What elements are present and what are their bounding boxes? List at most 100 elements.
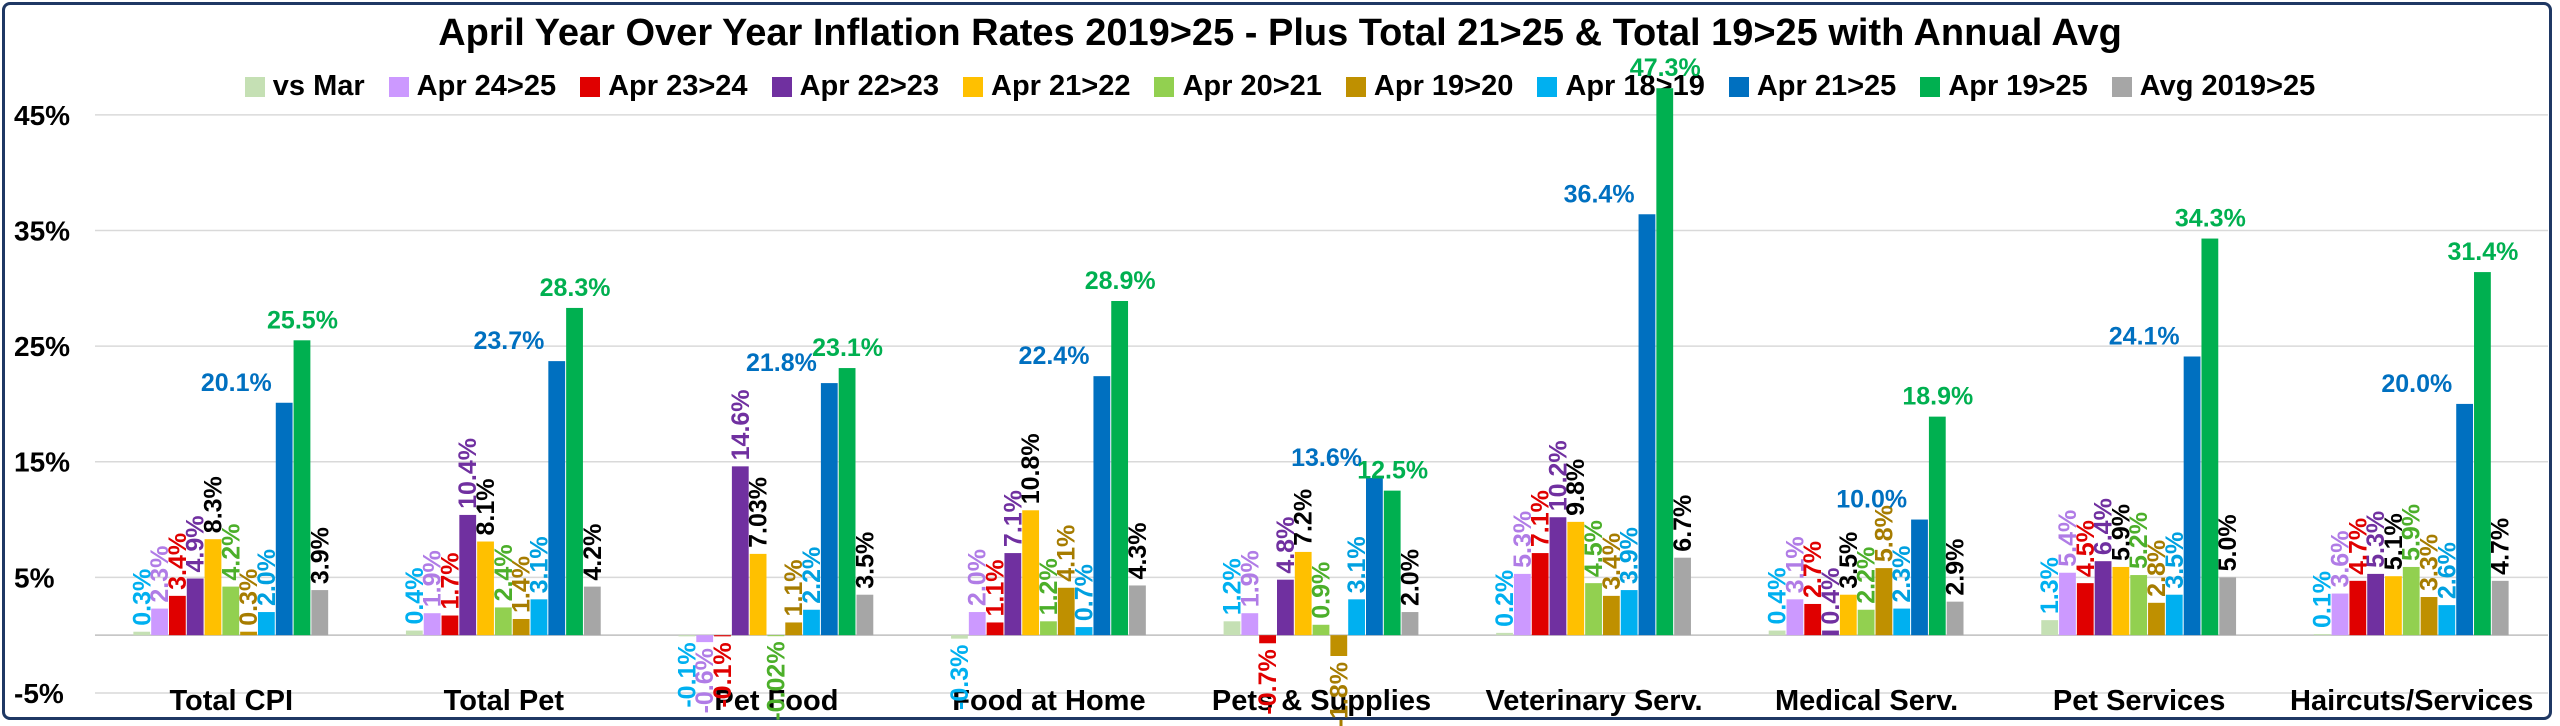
bar: [1022, 510, 1040, 636]
bar: [204, 539, 222, 636]
data-label: 20.1%: [201, 369, 272, 397]
bar: [477, 541, 494, 636]
data-label: 5.9%: [2398, 504, 2426, 561]
data-label: 6.4%: [2090, 498, 2118, 555]
bar: [1075, 627, 1093, 636]
legend-item: Apr 22>23: [771, 70, 940, 103]
data-label: 12.5%: [1357, 457, 1428, 485]
data-label: 2.4%: [490, 544, 518, 601]
bar: [1620, 590, 1638, 636]
data-label: 23.1%: [812, 334, 883, 362]
data-label: 5.9%: [2107, 504, 2135, 561]
bar: [275, 402, 293, 636]
bar: [441, 615, 459, 636]
data-label: 2.3%: [146, 546, 174, 603]
bar: [1567, 521, 1585, 636]
bar: [1111, 300, 1129, 636]
bar: [731, 466, 749, 636]
data-label: 4.2%: [217, 524, 245, 581]
bar: [1911, 519, 1928, 636]
legend-item: Apr 24>25: [388, 70, 556, 103]
bar: [2438, 605, 2456, 636]
x-category-label: Food at Home: [952, 685, 1145, 717]
bar: [566, 307, 583, 636]
bar: [293, 340, 311, 636]
bar: [2041, 620, 2059, 636]
bar: [2130, 575, 2148, 636]
data-label: 20.0%: [2381, 370, 2452, 398]
chart-title: April Year Over Year Inflation Rates 201…: [438, 12, 2122, 54]
data-label: 1.2%: [1219, 558, 1247, 615]
bar: [856, 594, 874, 636]
data-label: 3.6%: [2327, 531, 2355, 588]
data-label: 18.9%: [1902, 383, 1973, 411]
legend-item: Avg 2019>25: [2111, 70, 2316, 103]
bar: [405, 630, 423, 636]
data-label: -0.1%: [709, 642, 737, 707]
legend-item: vs Mar: [244, 70, 365, 103]
legend-item: Apr 21>22: [963, 70, 1130, 103]
bar: [1857, 609, 1875, 636]
bar: [1366, 477, 1383, 636]
data-label: 3.4%: [1598, 533, 1626, 590]
bar: [1129, 585, 1146, 636]
bar: [2474, 272, 2491, 636]
bar: [1585, 583, 1602, 636]
data-label: 10.8%: [1017, 433, 1045, 504]
y-tick-label: 25%: [14, 331, 70, 362]
legend-label: Apr 22>23: [799, 70, 940, 102]
bar: [1383, 490, 1401, 636]
legend-swatch: [1537, 76, 1558, 97]
data-label: 23.7%: [473, 327, 544, 355]
bar: [2076, 583, 2094, 636]
legend-label: Avg 2019>25: [2139, 70, 2316, 102]
bar: [1638, 214, 1656, 636]
legend-label: vs Mar: [272, 70, 365, 102]
data-label: 5.2%: [2125, 512, 2153, 569]
data-label: 10.4%: [454, 438, 482, 509]
legend-swatch: [1345, 76, 1366, 97]
legend-item: Apr 19>25: [1920, 70, 2088, 103]
legend-label: Apr 23>24: [608, 70, 748, 102]
data-label: 3.3%: [2416, 534, 2444, 591]
data-label: 4.5%: [1580, 520, 1608, 577]
bar: [1549, 517, 1567, 636]
data-label: -0.1%: [673, 642, 701, 707]
bar: [696, 635, 714, 643]
legend-swatch: [771, 76, 792, 97]
data-label: 8.3%: [199, 476, 227, 533]
data-label: 8.1%: [472, 479, 500, 536]
legend-label: Apr 19>25: [1948, 70, 2088, 102]
y-tick-label: 15%: [14, 447, 70, 478]
bar: [168, 595, 186, 636]
data-label: 7.2%: [1290, 489, 1318, 546]
bar: [2367, 573, 2385, 636]
bar: [133, 631, 151, 636]
chart-legend: vs Mar Apr 24>25 Apr 23>24 Apr 22>23 Apr 21>…: [0, 70, 2560, 103]
y-tick-label: -5%: [14, 678, 64, 709]
data-label: 4.2%: [579, 524, 607, 581]
bar: [151, 608, 168, 636]
bar: [1277, 579, 1294, 636]
data-label: 6.7%: [1669, 495, 1697, 552]
y-tick-label: 45%: [14, 100, 70, 131]
bar: [1294, 551, 1312, 636]
bar: [459, 514, 477, 636]
bar: [1839, 594, 1857, 636]
legend-label: Apr 21>25: [1756, 70, 1897, 102]
bar: [423, 613, 441, 636]
x-category-label: Medical Serv.: [1775, 685, 1958, 717]
bar: [1004, 553, 1022, 636]
bar: [820, 383, 838, 636]
data-label: 47.3%: [1630, 54, 1701, 82]
legend-item: Apr 19>20: [1345, 70, 1513, 103]
data-label: -0.02%: [762, 641, 790, 720]
bar: [1893, 608, 1911, 636]
bar: [311, 590, 329, 636]
bar: [548, 361, 566, 636]
bar: [1531, 553, 1549, 636]
data-label: 2.0%: [964, 549, 992, 606]
bar: [186, 578, 204, 636]
bar: [785, 622, 803, 636]
data-label: 5.0%: [2214, 514, 2242, 571]
